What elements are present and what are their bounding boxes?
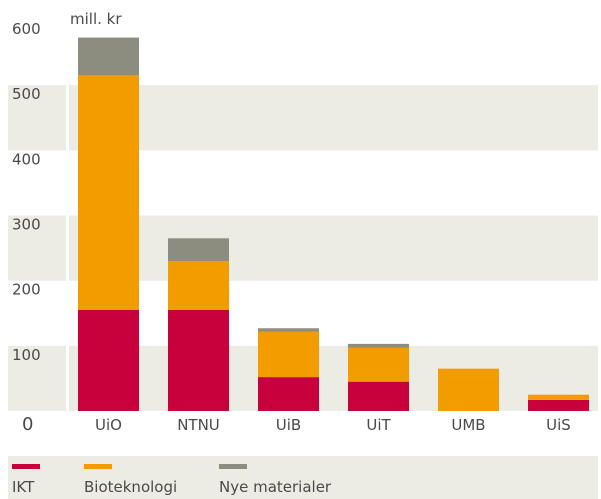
y-tick-label: 200 bbox=[12, 281, 41, 299]
x-axis-labels: UiO NTNU UiB UiT UMB UiS bbox=[95, 416, 571, 434]
x-category-label: UiO bbox=[95, 416, 122, 434]
bar-segment-nye-materialer bbox=[258, 328, 319, 332]
bar-segment-nye-materialer bbox=[168, 238, 229, 262]
bar-segment-bioteknologi bbox=[528, 394, 589, 400]
legend-label: Nye materialer bbox=[219, 478, 332, 496]
bar-segment-bioteknologi bbox=[258, 331, 319, 378]
x-category-label: UMB bbox=[451, 416, 485, 434]
bar-segment-ikt bbox=[348, 381, 409, 411]
x-category-label: UiS bbox=[546, 416, 571, 434]
bar-segment-nye-materialer bbox=[348, 343, 409, 348]
bar-segment-ikt bbox=[258, 377, 319, 411]
y-tick-label: 500 bbox=[12, 85, 41, 103]
legend-swatch bbox=[84, 464, 112, 469]
y-tick-label: 100 bbox=[12, 346, 41, 364]
legend-label: IKT bbox=[12, 478, 35, 496]
y-tick-label: 600 bbox=[12, 20, 41, 38]
bar-segment-ikt bbox=[528, 399, 589, 411]
legend-swatch bbox=[12, 464, 40, 469]
bar-segment-bioteknologi bbox=[438, 368, 499, 411]
bar-segment-ikt bbox=[78, 309, 139, 411]
bar-segment-bioteknologi bbox=[348, 347, 409, 382]
y-tick-label: 0 bbox=[22, 414, 33, 435]
bars-group bbox=[78, 37, 589, 411]
y-tick-label: 400 bbox=[12, 150, 41, 168]
x-category-label: NTNU bbox=[177, 416, 220, 434]
bar-segment-bioteknologi bbox=[78, 75, 139, 310]
bar-segment-ikt bbox=[168, 309, 229, 411]
legend-label: Bioteknologi bbox=[84, 478, 177, 496]
legend-background bbox=[8, 456, 598, 499]
legend: IKT Bioteknologi Nye materialer bbox=[8, 456, 598, 499]
unit-label: mill. kr bbox=[70, 10, 122, 28]
x-category-label: UiT bbox=[366, 416, 391, 434]
y-tick-label: 300 bbox=[12, 216, 41, 234]
legend-swatch bbox=[219, 464, 247, 469]
bar-segment-bioteknologi bbox=[168, 261, 229, 310]
bar-segment-nye-materialer bbox=[78, 37, 139, 76]
y-axis-ticks: 0 100 200 300 400 500 600 bbox=[12, 20, 41, 435]
axis-gap bbox=[66, 85, 69, 412]
x-category-label: UiB bbox=[276, 416, 301, 434]
